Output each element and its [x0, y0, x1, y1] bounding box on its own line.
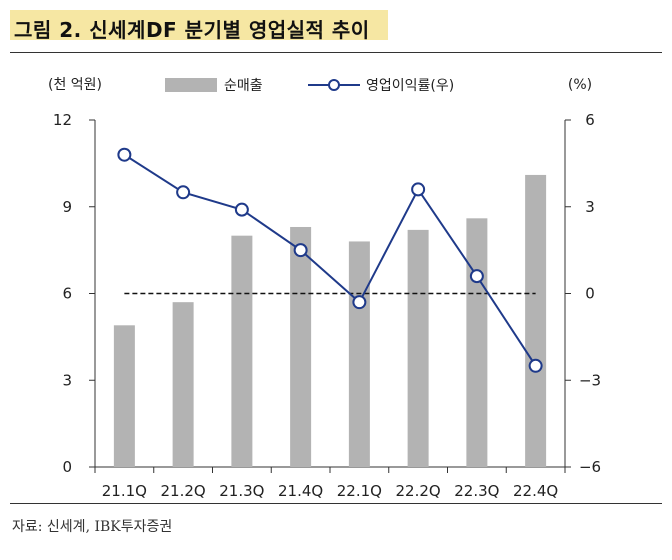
x-tick-label: 22.1Q: [337, 482, 382, 500]
x-tick-label: 21.4Q: [278, 482, 323, 500]
title-bar: 그림 2. 신세계DF 분기별 영업실적 추이: [0, 6, 672, 44]
bar-net-sales: [407, 229, 429, 467]
bottom-rule: [10, 503, 662, 504]
operating-margin-line: [123, 153, 537, 367]
bar-net-sales: [348, 241, 370, 467]
source-note: 자료: 신세계, IBK투자증권: [12, 519, 173, 535]
x-tick-label: 21.1Q: [102, 482, 147, 500]
left-axis-unit: (천 억원): [48, 77, 102, 93]
left-tick-label: 6: [62, 285, 72, 303]
bar-net-sales: [290, 226, 312, 467]
left-tick-label: 3: [62, 371, 72, 389]
right-tick-label: 3: [585, 198, 595, 216]
right-tick-label: −3: [579, 371, 601, 389]
x-tick-label: 22.4Q: [513, 482, 558, 500]
right-axis-unit: (%): [568, 77, 592, 93]
bar-net-sales: [172, 302, 194, 467]
operating-margin-point: [469, 269, 484, 284]
title-highlight: [10, 10, 388, 40]
right-tick-label: −6: [579, 458, 601, 476]
x-tick-label: 22.2Q: [396, 482, 441, 500]
x-tick-label: 22.3Q: [454, 482, 499, 500]
left-tick-label: 12: [53, 111, 72, 129]
left-tick-label: 0: [62, 458, 72, 476]
operating-margin-point: [234, 202, 249, 217]
bar-net-sales: [231, 235, 253, 467]
chart-title: 그림 2. 신세계DF 분기별 영업실적 추이: [14, 18, 370, 42]
legend-label-net-sales: 순매출: [224, 78, 263, 94]
operating-margin-point: [352, 295, 367, 310]
bar-net-sales: [466, 218, 488, 467]
right-tick-label: 0: [585, 285, 595, 303]
left-tick-label: 9: [62, 198, 72, 216]
operating-margin-point: [117, 147, 132, 162]
bar-net-sales: [525, 174, 547, 468]
x-tick-label: 21.2Q: [161, 482, 206, 500]
top-rule: [10, 52, 662, 53]
legend-swatch-net-sales: [165, 78, 217, 92]
legend-marker-operating-margin: [328, 79, 340, 91]
right-tick-label: 6: [585, 111, 595, 129]
operating-margin-point: [176, 185, 191, 200]
operating-margin-point: [293, 243, 308, 258]
x-tick-label: 21.3Q: [219, 482, 264, 500]
chart-svg: 0 3 6 9 12 −6 −3 0 3 6 21.1Q 21.2Q 21.3Q 21.4Q 22.1Q 22…: [48, 77, 601, 500]
bar-net-sales: [113, 325, 135, 467]
operating-margin-point: [528, 358, 543, 373]
legend-label-operating-margin: 영업이익률(우): [366, 78, 454, 94]
operating-margin-point: [411, 182, 426, 197]
